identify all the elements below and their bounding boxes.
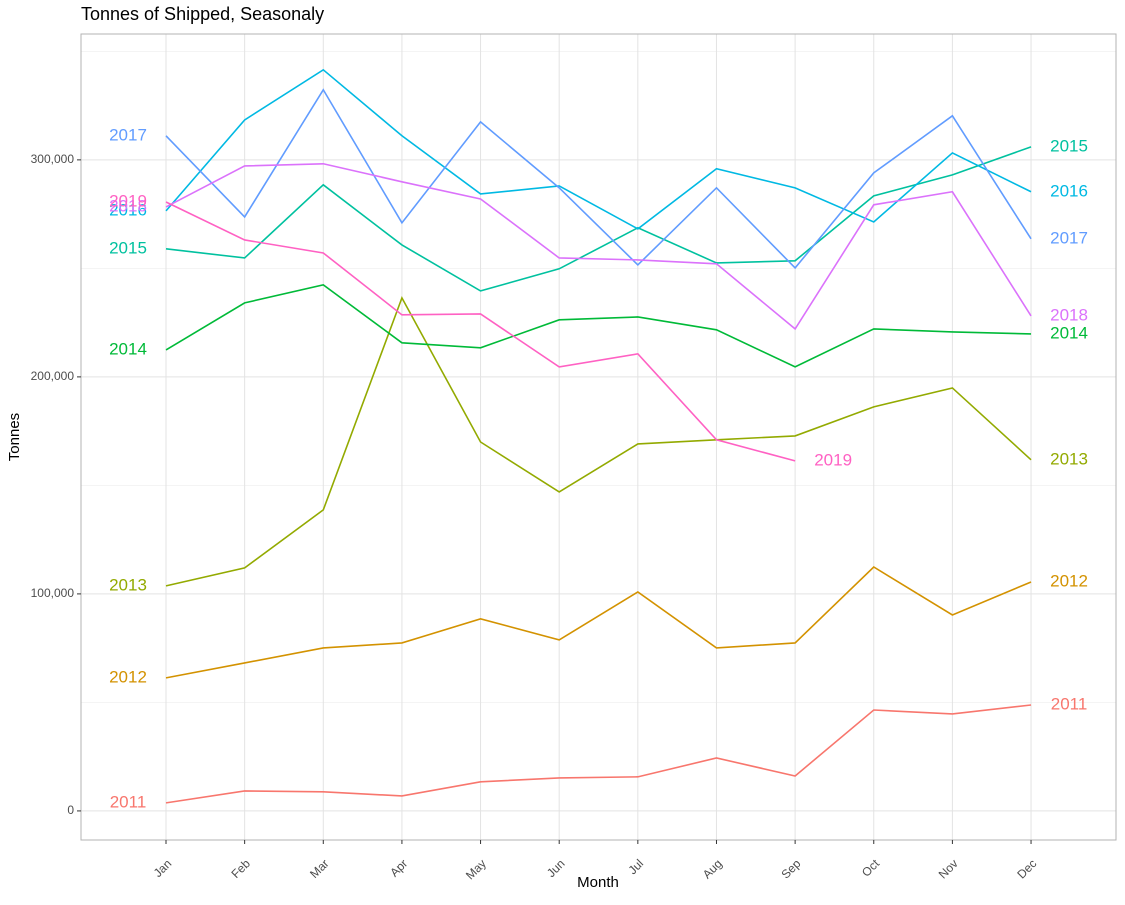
x-tick-label: Jun bbox=[544, 856, 568, 880]
series-end-label: 2014 bbox=[1050, 323, 1088, 342]
x-tick-label: Jan bbox=[151, 856, 175, 880]
series-line bbox=[165, 88, 1032, 270]
series-start-label: 2011 bbox=[110, 792, 147, 811]
x-tick-label: May bbox=[463, 856, 489, 882]
series-line bbox=[165, 68, 1032, 230]
series-start-label: 2018 bbox=[109, 196, 147, 215]
panel-border bbox=[80, 33, 1117, 841]
x-tick-label: Sep bbox=[778, 856, 803, 881]
x-tick-label: Mar bbox=[307, 856, 332, 881]
series-start-label: 2019 bbox=[109, 191, 147, 210]
x-tick-label: Feb bbox=[228, 856, 253, 881]
x-tick-label: Apr bbox=[387, 856, 410, 879]
x-tick-label: Oct bbox=[859, 856, 883, 880]
y-tick-label: 100,000 bbox=[31, 586, 75, 600]
chart-title: Tonnes of Shipped, Seasonaly bbox=[81, 4, 324, 24]
y-tick-label: 300,000 bbox=[31, 152, 75, 166]
series-line bbox=[165, 146, 1032, 292]
series-line bbox=[165, 704, 1032, 804]
y-axis-label: Tonnes bbox=[6, 413, 23, 461]
series-line bbox=[165, 162, 1032, 331]
series-line bbox=[165, 284, 1032, 368]
series-line bbox=[165, 565, 1032, 679]
x-tick-label: Dec bbox=[1014, 856, 1039, 881]
series-end-label: 2019 bbox=[814, 450, 852, 469]
series-end-label: 2013 bbox=[1050, 449, 1088, 468]
y-tick-label: 200,000 bbox=[31, 369, 75, 383]
series-end-label: 2018 bbox=[1050, 305, 1088, 324]
series-end-label: 2011 bbox=[1051, 695, 1088, 714]
series-end-label: 2016 bbox=[1050, 181, 1088, 200]
x-axis-label: Month bbox=[577, 874, 619, 891]
series-start-label: 2015 bbox=[109, 238, 147, 257]
y-tick-label: 0 bbox=[67, 803, 74, 817]
x-tick-label: Aug bbox=[700, 856, 725, 881]
series-start-label: 2016 bbox=[109, 200, 147, 219]
x-tick-label: Nov bbox=[936, 856, 961, 881]
series-line bbox=[165, 201, 796, 462]
series-start-label: 2017 bbox=[109, 125, 147, 144]
series-start-label: 2014 bbox=[109, 339, 147, 358]
series-line bbox=[165, 295, 1032, 587]
series-start-label: 2012 bbox=[109, 667, 147, 686]
series-end-label: 2015 bbox=[1050, 136, 1088, 155]
series-end-label: 2012 bbox=[1050, 571, 1088, 590]
series-start-label: 2013 bbox=[109, 575, 147, 594]
x-tick-label: Jul bbox=[625, 856, 646, 877]
series-end-label: 2017 bbox=[1050, 228, 1088, 247]
